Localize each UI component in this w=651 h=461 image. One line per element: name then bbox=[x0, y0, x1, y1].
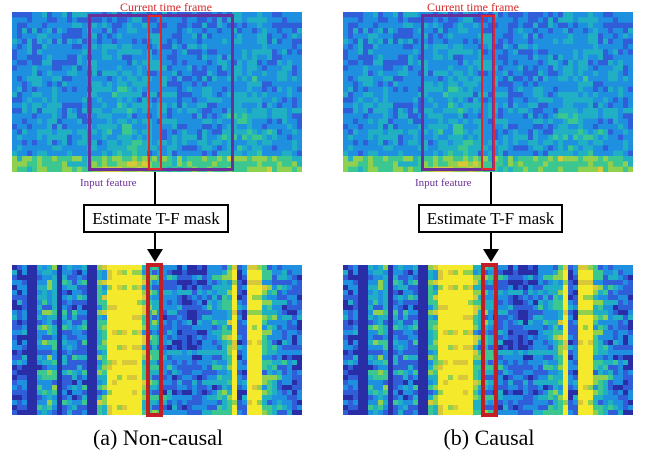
estimate-mask-box: Estimate T-F mask bbox=[83, 204, 229, 233]
caption-non-causal: (a) Non-causal bbox=[92, 425, 224, 450]
estimate-mask-box: Estimate T-F mask bbox=[418, 204, 563, 233]
input-feature-label: Input feature bbox=[80, 177, 137, 189]
current-frame-marker bbox=[148, 15, 162, 170]
input-spectrogram bbox=[343, 12, 633, 172]
current-time-frame-label: Current time frame bbox=[120, 0, 212, 14]
input-feature-label: Input feature bbox=[415, 177, 472, 189]
estimated-mask bbox=[343, 265, 633, 415]
current-frame-marker bbox=[481, 15, 495, 170]
caption-causal: (b) Causal bbox=[443, 425, 535, 450]
arrow-shaft bbox=[490, 233, 492, 251]
connector-line bbox=[490, 172, 492, 204]
arrow-shaft bbox=[154, 233, 156, 251]
estimated-mask bbox=[12, 265, 302, 415]
arrow-down-icon bbox=[483, 249, 499, 262]
connector-line bbox=[154, 172, 156, 204]
arrow-down-icon bbox=[147, 249, 163, 262]
current-time-frame-label: Current time frame bbox=[427, 0, 519, 14]
panel-non-causal: Current time frame Input feature Estimat… bbox=[0, 0, 320, 461]
mask-current-frame-marker bbox=[481, 263, 498, 417]
mask-current-frame-marker bbox=[146, 263, 163, 417]
panel-causal: Current time frame Input feature Estimat… bbox=[331, 0, 651, 461]
